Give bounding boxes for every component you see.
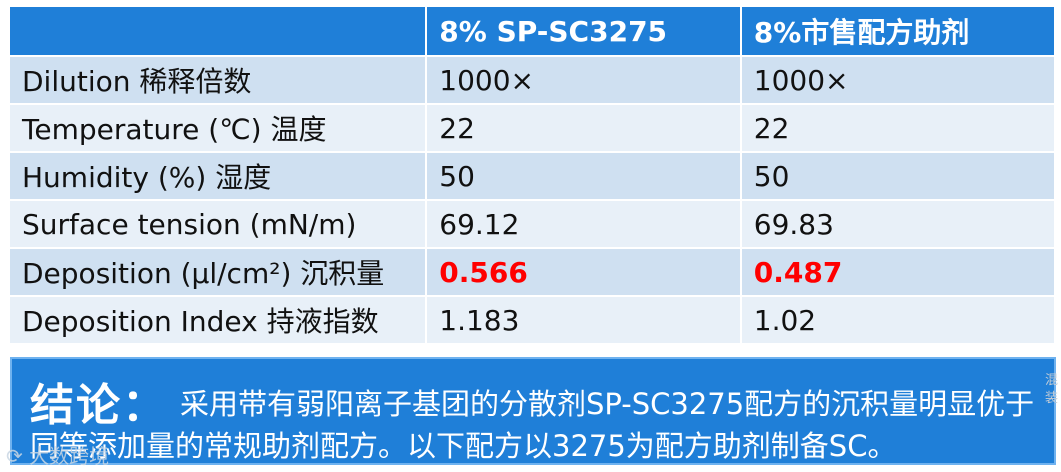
watermark-logo-icon: ⟳	[6, 444, 30, 468]
row-value-b: 69.83	[741, 201, 1056, 249]
row-value-a: 1000×	[427, 57, 742, 105]
row-label: Deposition (μl/cm²) 沉积量	[10, 249, 428, 297]
row-label: Surface tension (mN/m)	[10, 201, 428, 249]
table-header-row: 8% SP-SC3275 8%市售配方助剂	[10, 7, 1056, 57]
header-cell-commercial: 8%市售配方助剂	[741, 7, 1056, 57]
row-label: Dilution 稀释倍数	[10, 57, 428, 105]
row-value-a: 69.12	[427, 201, 742, 249]
header-cell-empty	[10, 7, 428, 57]
table-row: Deposition Index 持液指数 1.183 1.02	[10, 297, 1056, 345]
row-value-b: 22	[741, 105, 1056, 153]
table-row: Dilution 稀释倍数 1000× 1000×	[10, 57, 1056, 105]
watermark: ⟳ 大数跨境	[6, 440, 109, 469]
conclusion-text-line1: 采用带有弱阳离子基团的分散剂SP-SC3275配方的沉积量明显优于	[180, 387, 1035, 421]
row-label: Humidity (%) 湿度	[10, 153, 428, 201]
row-value-a: 22	[427, 105, 742, 153]
row-value-b-highlight: 0.487	[741, 249, 1056, 297]
table-row: Humidity (%) 湿度 50 50	[10, 153, 1056, 201]
table-row: Deposition (μl/cm²) 沉积量 0.566 0.487	[10, 249, 1056, 297]
row-value-a: 1.183	[427, 297, 742, 345]
header-cell-sp-sc3275: 8% SP-SC3275	[427, 7, 742, 57]
row-value-b: 50	[741, 153, 1056, 201]
table-row: Temperature (℃) 温度 22 22	[10, 105, 1056, 153]
row-label: Temperature (℃) 温度	[10, 105, 428, 153]
conclusion-label: 结论：	[30, 380, 168, 431]
watermark-text: 大数跨境	[29, 444, 110, 468]
row-value-a-highlight: 0.566	[427, 249, 742, 297]
row-value-b: 1000×	[741, 57, 1056, 105]
conclusion-text-line2: 同等添加量的常规助剂配方。以下配方以3275为配方助剂制备SC。	[30, 429, 897, 463]
row-label: Deposition Index 持液指数	[10, 297, 428, 345]
side-watermark: 混装	[1045, 373, 1059, 406]
comparison-table: 8% SP-SC3275 8%市售配方助剂 Dilution 稀释倍数 1000…	[10, 7, 1056, 345]
table-row: Surface tension (mN/m) 69.12 69.83	[10, 201, 1056, 249]
row-value-a: 50	[427, 153, 742, 201]
row-value-b: 1.02	[741, 297, 1056, 345]
conclusion-box: 结论： 采用带有弱阳离子基团的分散剂SP-SC3275配方的沉积量明显优于 同等…	[10, 357, 1056, 465]
